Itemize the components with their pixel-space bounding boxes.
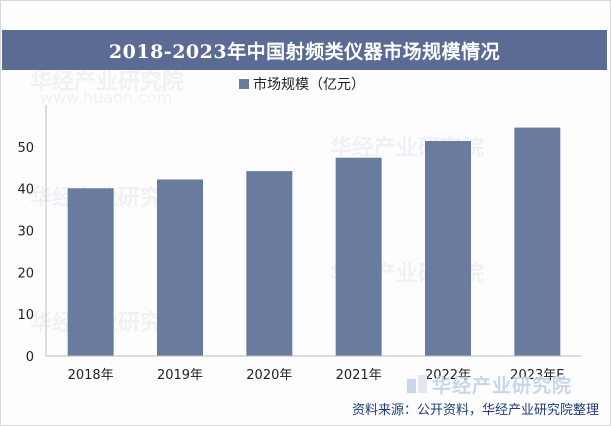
bar bbox=[514, 127, 561, 356]
chart-title: 2018-2023年中国射频类仪器市场规模情况 bbox=[108, 40, 501, 63]
bar bbox=[67, 188, 114, 356]
x-tick-label: 2021年 bbox=[336, 368, 382, 383]
x-tick-label: 2020年 bbox=[246, 368, 292, 383]
legend-label: 市场规模（亿元） bbox=[253, 77, 365, 93]
bar bbox=[246, 171, 293, 356]
y-tick-label: 10 bbox=[17, 308, 34, 323]
x-tick-label: 2019年 bbox=[157, 368, 203, 383]
bars bbox=[67, 127, 561, 356]
x-tick-label: 2018年 bbox=[68, 368, 114, 383]
brand-logo-icon bbox=[407, 375, 427, 393]
bar bbox=[157, 179, 203, 356]
source-note: 资料来源：公开资料，华经产业研究院整理 bbox=[351, 403, 599, 418]
y-tick-label: 30 bbox=[17, 225, 34, 240]
bar bbox=[335, 157, 382, 356]
y-axis: 0 10 20 30 40 50 bbox=[17, 105, 47, 365]
y-tick-label: 50 bbox=[17, 141, 34, 156]
y-tick-label: 20 bbox=[17, 266, 34, 281]
legend: 市场规模（亿元） bbox=[239, 74, 365, 94]
x-axis: 2018年 2019年 2020年 2021年 2022年 2023年E bbox=[46, 355, 582, 383]
brand-logo: 华经产业研究院 bbox=[406, 370, 606, 398]
brand-name: 华经产业研究院 bbox=[432, 374, 573, 397]
x-tick-label: 2022年 bbox=[425, 368, 471, 383]
x-tick-label: 2023年E bbox=[510, 368, 564, 383]
y-tick-label: 40 bbox=[17, 183, 34, 198]
bar bbox=[425, 140, 471, 356]
legend-swatch bbox=[239, 79, 249, 89]
title-bar: 2018-2023年中国射频类仪器市场规模情况 bbox=[2, 30, 607, 70]
y-tick-label: 0 bbox=[26, 350, 34, 365]
